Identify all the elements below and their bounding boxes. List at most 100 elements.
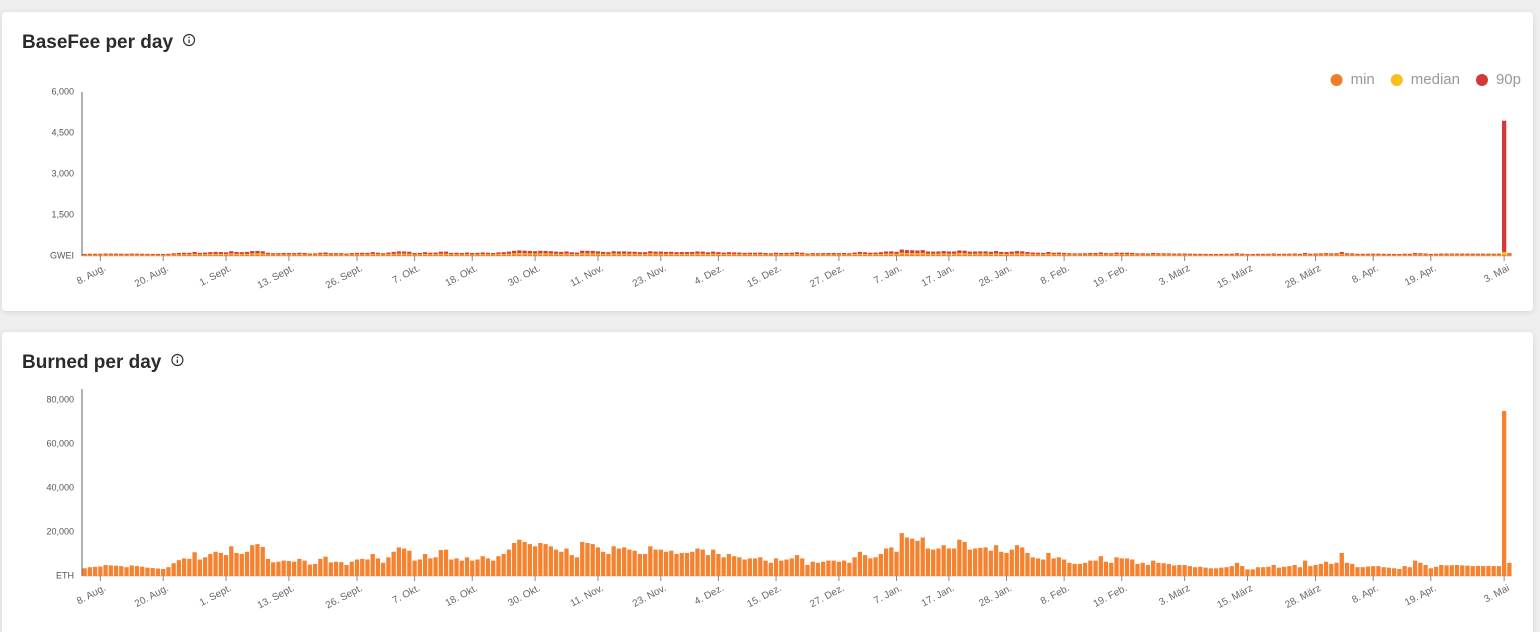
bar — [1454, 565, 1460, 576]
bar — [470, 255, 475, 256]
bar — [239, 254, 244, 256]
bar — [1140, 562, 1145, 576]
bar — [108, 565, 113, 576]
bar — [805, 255, 810, 256]
bar — [532, 546, 538, 576]
bar — [967, 254, 973, 256]
bar — [1224, 255, 1229, 256]
bar — [1140, 255, 1145, 256]
bar — [747, 255, 753, 256]
bar — [564, 548, 569, 576]
bar — [1061, 255, 1067, 256]
bar — [176, 560, 182, 576]
bar — [1412, 560, 1418, 576]
bar — [904, 254, 910, 256]
bar — [1004, 552, 1009, 576]
bar — [291, 255, 297, 256]
bar — [1454, 255, 1460, 256]
bar — [841, 560, 847, 576]
bar — [1051, 255, 1056, 256]
bar — [1460, 255, 1465, 256]
bar — [1407, 567, 1413, 576]
bar — [648, 254, 653, 256]
bar — [852, 255, 857, 256]
bar — [1124, 558, 1130, 576]
bar — [648, 546, 653, 576]
bar — [946, 254, 952, 256]
bar — [370, 254, 375, 256]
bar — [1302, 560, 1308, 576]
bar — [1020, 254, 1025, 256]
bar — [1135, 563, 1140, 576]
bar — [1077, 563, 1083, 576]
bar — [951, 254, 957, 256]
bar — [155, 568, 161, 576]
bar — [747, 558, 753, 576]
bar — [244, 551, 250, 576]
bar — [889, 547, 894, 576]
bar — [255, 254, 260, 256]
bar — [454, 558, 459, 576]
y-tick-label: 1,500 — [51, 209, 74, 219]
bar — [349, 255, 354, 256]
bar — [234, 254, 239, 256]
bar — [375, 558, 381, 576]
bar — [87, 255, 93, 256]
bar — [1313, 565, 1318, 576]
bar — [1491, 255, 1496, 256]
info-icon — [182, 33, 196, 47]
bar — [653, 549, 658, 576]
bar — [255, 544, 260, 576]
bar — [637, 254, 643, 256]
bar — [197, 255, 203, 256]
bar — [941, 545, 946, 576]
bar — [601, 254, 606, 256]
bar — [119, 566, 124, 576]
bar — [711, 549, 716, 576]
bar — [1344, 562, 1350, 576]
bar — [1109, 562, 1114, 576]
y-tick-label: GWEI — [50, 250, 74, 260]
bar — [281, 255, 286, 256]
bar — [1423, 565, 1428, 576]
bar — [1481, 566, 1486, 576]
bar — [265, 255, 271, 256]
bar — [779, 560, 784, 576]
bar — [1020, 547, 1025, 576]
bar — [192, 254, 197, 256]
y-tick-label: 4,500 — [51, 127, 74, 137]
bar — [1030, 557, 1035, 576]
bar — [768, 255, 773, 256]
bar — [1412, 255, 1418, 256]
bar — [847, 255, 852, 256]
bar — [407, 254, 412, 256]
bar — [265, 558, 271, 576]
bar — [831, 560, 836, 576]
bar — [705, 254, 711, 256]
bar — [1041, 559, 1046, 576]
bar — [1098, 254, 1103, 256]
bar — [742, 559, 747, 576]
bar — [1056, 557, 1062, 576]
bar — [1276, 567, 1282, 576]
bar — [506, 549, 512, 576]
bar — [983, 547, 988, 576]
bar — [826, 255, 831, 256]
bar — [1261, 255, 1266, 256]
bar — [721, 557, 726, 576]
bar — [166, 255, 171, 256]
bar — [161, 568, 166, 576]
bar — [931, 254, 936, 256]
bar — [611, 546, 616, 576]
bar — [1428, 255, 1433, 256]
bar — [1109, 255, 1114, 256]
bar — [1433, 255, 1439, 256]
bar — [1088, 255, 1093, 256]
chart-title: Burned per day — [22, 352, 162, 373]
bar — [1051, 558, 1056, 576]
bar — [1119, 558, 1124, 576]
bar — [1308, 255, 1313, 256]
bar — [1496, 566, 1502, 576]
bar — [134, 566, 140, 576]
bar — [899, 533, 904, 576]
